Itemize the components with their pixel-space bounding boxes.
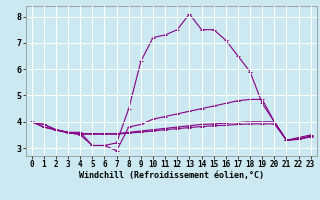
X-axis label: Windchill (Refroidissement éolien,°C): Windchill (Refroidissement éolien,°C) — [79, 171, 264, 180]
